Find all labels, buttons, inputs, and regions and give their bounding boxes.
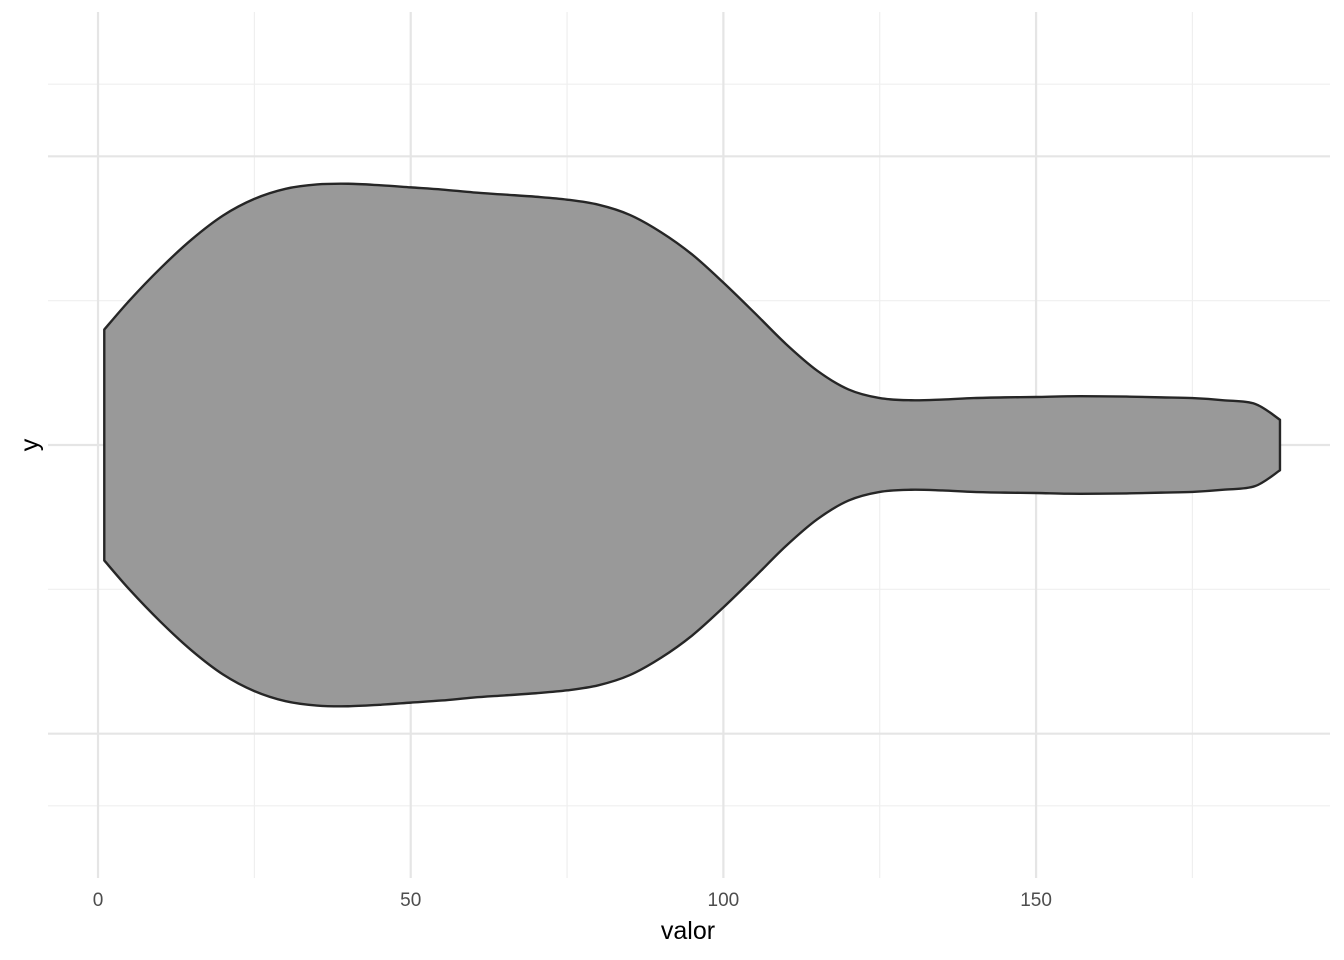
violin-shape xyxy=(103,182,1282,708)
x-axis-tick-labels: 0 50 100 150 xyxy=(93,890,1052,911)
x-tick-label: 100 xyxy=(708,890,740,911)
x-tick-label: 150 xyxy=(1020,890,1052,911)
x-tick-label: 0 xyxy=(93,890,104,911)
y-axis-title: y xyxy=(16,438,44,451)
x-axis-title: valor xyxy=(661,917,715,945)
x-tick-label: 50 xyxy=(400,890,421,911)
